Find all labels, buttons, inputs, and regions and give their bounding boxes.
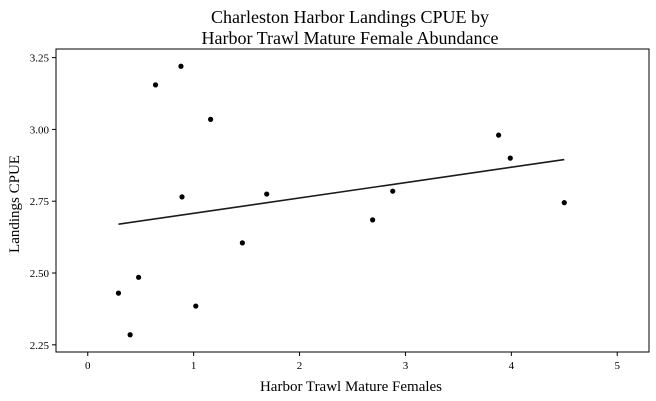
x-tick-label: 0 [85, 360, 91, 372]
data-point [179, 194, 185, 200]
data-point [264, 191, 270, 197]
x-axis: 0 1 2 3 4 5 [85, 352, 620, 372]
data-point [239, 240, 245, 246]
x-tick-label: 2 [297, 360, 303, 372]
data-point [193, 303, 199, 309]
y-axis-label: Landings CPUE [7, 155, 23, 253]
data-point [507, 155, 513, 161]
data-point [370, 217, 376, 223]
data-point [496, 132, 502, 138]
data-point [127, 332, 133, 338]
plot-border [55, 48, 650, 353]
x-tick-label: 3 [403, 360, 409, 372]
y-tick-label: 3.00 [30, 124, 50, 136]
data-point [561, 200, 567, 206]
x-tick-label: 4 [509, 360, 515, 372]
y-axis: 2.25 2.50 2.75 3.00 3.25 [30, 53, 56, 352]
data-point [152, 82, 159, 88]
x-tick-label: 1 [191, 360, 197, 372]
chart-title-line-1: Charleston Harbor Landings CPUE by [211, 7, 489, 27]
data-point [135, 274, 142, 280]
y-tick-label: 3.25 [30, 53, 50, 65]
y-tick-label: 2.25 [30, 340, 50, 352]
data-point [390, 188, 396, 194]
trend-line [118, 158, 565, 225]
data-point [115, 290, 122, 296]
y-tick-label: 2.50 [30, 268, 50, 280]
data-point [178, 63, 184, 69]
x-tick-label: 5 [614, 360, 620, 372]
chart-title-line-2: Harbor Trawl Mature Female Abundance [201, 28, 499, 48]
x-axis-label: Harbor Trawl Mature Females [260, 379, 442, 395]
trend-line-group [118, 158, 565, 225]
data-point [208, 116, 214, 122]
y-tick-label: 2.75 [30, 196, 50, 208]
data-points [115, 63, 567, 338]
